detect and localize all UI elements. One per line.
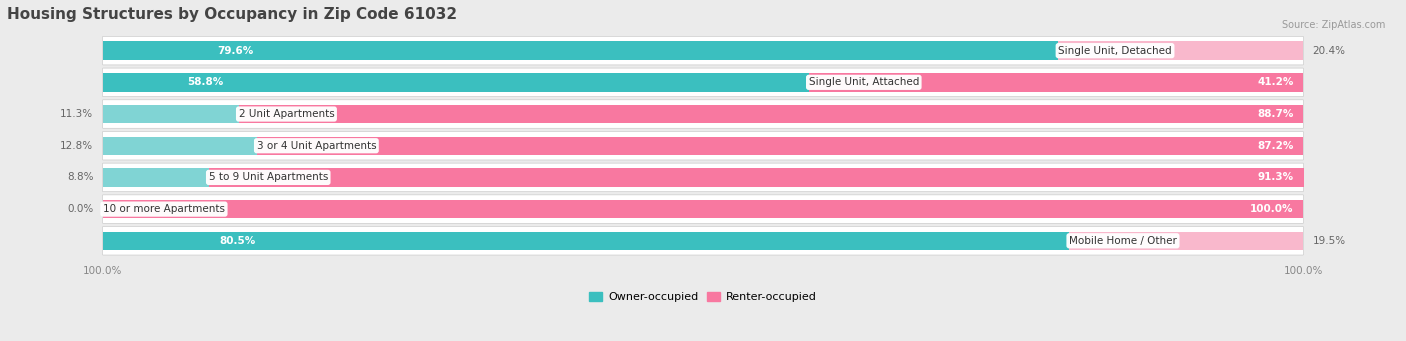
Text: 2 Unit Apartments: 2 Unit Apartments: [239, 109, 335, 119]
FancyBboxPatch shape: [103, 100, 1303, 128]
Text: 5 to 9 Unit Apartments: 5 to 9 Unit Apartments: [208, 173, 328, 182]
Text: Single Unit, Attached: Single Unit, Attached: [808, 77, 920, 87]
Bar: [103, 105, 239, 123]
FancyBboxPatch shape: [103, 132, 1303, 160]
Text: 87.2%: 87.2%: [1257, 141, 1294, 151]
Bar: [808, 73, 1303, 91]
Legend: Owner-occupied, Renter-occupied: Owner-occupied, Renter-occupied: [585, 287, 821, 307]
Text: Mobile Home / Other: Mobile Home / Other: [1069, 236, 1177, 246]
FancyBboxPatch shape: [103, 68, 1303, 97]
Bar: [103, 136, 256, 155]
Bar: [103, 73, 808, 91]
Text: 3 or 4 Unit Apartments: 3 or 4 Unit Apartments: [256, 141, 377, 151]
FancyBboxPatch shape: [103, 226, 1303, 255]
Text: 58.8%: 58.8%: [187, 77, 224, 87]
Text: 91.3%: 91.3%: [1257, 173, 1294, 182]
Text: 41.2%: 41.2%: [1257, 77, 1294, 87]
Text: Housing Structures by Occupancy in Zip Code 61032: Housing Structures by Occupancy in Zip C…: [7, 7, 457, 22]
Bar: [1069, 232, 1303, 250]
Text: 12.8%: 12.8%: [60, 141, 93, 151]
Bar: [103, 200, 1303, 218]
Bar: [103, 168, 208, 187]
Text: 20.4%: 20.4%: [1313, 46, 1346, 56]
Bar: [239, 105, 1303, 123]
FancyBboxPatch shape: [103, 195, 1303, 223]
Text: 19.5%: 19.5%: [1313, 236, 1346, 246]
Text: Single Unit, Detached: Single Unit, Detached: [1059, 46, 1171, 56]
FancyBboxPatch shape: [103, 36, 1303, 65]
Text: 88.7%: 88.7%: [1257, 109, 1294, 119]
Bar: [103, 232, 1069, 250]
Text: 0.0%: 0.0%: [67, 204, 93, 214]
Text: 79.6%: 79.6%: [218, 46, 254, 56]
Bar: [208, 168, 1305, 187]
Bar: [103, 42, 1059, 60]
Text: 80.5%: 80.5%: [219, 236, 254, 246]
Bar: [1059, 42, 1303, 60]
Text: 11.3%: 11.3%: [60, 109, 93, 119]
Text: Source: ZipAtlas.com: Source: ZipAtlas.com: [1281, 20, 1385, 30]
Text: 10 or more Apartments: 10 or more Apartments: [103, 204, 225, 214]
Bar: [256, 136, 1303, 155]
Text: 8.8%: 8.8%: [67, 173, 93, 182]
FancyBboxPatch shape: [103, 163, 1303, 192]
Text: 100.0%: 100.0%: [1250, 204, 1294, 214]
